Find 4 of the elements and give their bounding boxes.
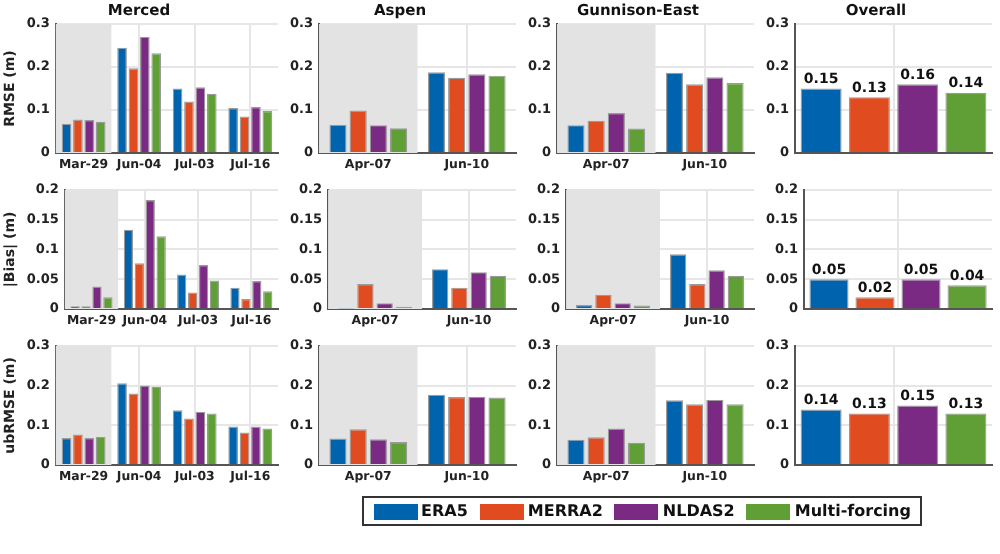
legend-label: Multi-forcing <box>794 502 911 520</box>
legend-label: MERRA2 <box>527 502 603 520</box>
legend-label: NLDAS2 <box>662 502 735 520</box>
legend-label: ERA5 <box>421 502 468 520</box>
